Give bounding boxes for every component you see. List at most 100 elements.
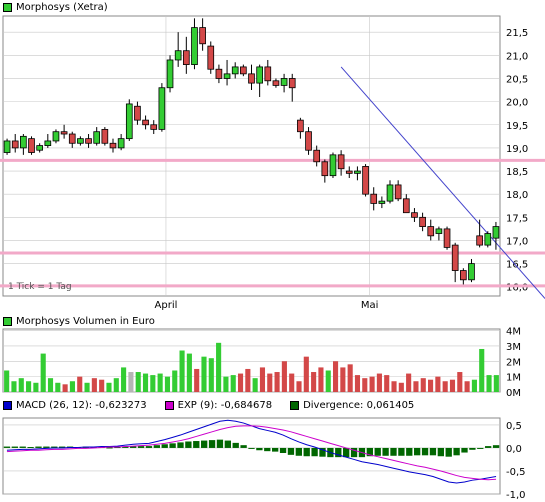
volume-bar [128, 372, 134, 392]
volume-bar [69, 381, 75, 392]
candle-body [378, 200, 386, 204]
candle-body [435, 228, 443, 234]
divergence-bar [485, 446, 492, 448]
divergence-bar [374, 447, 381, 456]
volume-y-tick-label: 3M [506, 342, 521, 353]
divergence-bar [350, 447, 358, 458]
candle-body [68, 133, 76, 144]
divergence-bar [27, 447, 34, 449]
candle-body [191, 27, 198, 65]
divergence-bar [287, 447, 295, 455]
divergence-bar [106, 447, 113, 449]
exp-legend-item: EXP (9): -0,684678 [164, 400, 272, 411]
divergence-bar [429, 447, 437, 456]
volume-legend-swatch [3, 317, 12, 326]
divergence-bar [59, 446, 66, 448]
candle-body [28, 138, 35, 153]
candle-body [427, 226, 435, 237]
volume-bar [340, 367, 346, 392]
macd-y-tick-label: 0,5 [506, 421, 522, 432]
candle-body [85, 138, 92, 144]
price-x-tick-label: April [155, 300, 178, 311]
price-legend-label: Morphosys (Xetra) [16, 2, 108, 13]
volume-bar [99, 379, 105, 392]
divergence-bar [421, 447, 429, 456]
macd-plot-frame [2, 417, 501, 495]
divergence-bar [122, 446, 129, 448]
volume-chart: 0M 1M 2M 3M 4M [2, 327, 521, 396]
price-y-tick-label: 17,5 [506, 213, 528, 224]
volume-bar [435, 376, 441, 392]
divergence-bar [437, 447, 444, 457]
volume-bar [55, 382, 61, 392]
volume-bar [113, 378, 119, 392]
divergence-bar [461, 447, 468, 453]
volume-bar [216, 342, 222, 392]
divergence-legend-swatch [290, 401, 300, 410]
divergence-bar [414, 447, 421, 456]
volume-bar [223, 376, 229, 392]
price-legend-swatch [3, 3, 12, 12]
candle-body [313, 149, 321, 163]
volume-bar [369, 376, 375, 392]
divergence-bar [153, 445, 160, 448]
candle-body [297, 119, 304, 133]
candle-body [3, 140, 11, 153]
divergence-bar [319, 447, 326, 457]
volume-bar [289, 373, 295, 392]
candle-body [199, 27, 206, 45]
volume-bar [201, 356, 207, 392]
volume-bar [413, 381, 419, 392]
volume-bar [84, 382, 90, 392]
volume-bar [318, 367, 324, 392]
divergence-bar [492, 445, 500, 448]
candle-body [52, 131, 60, 142]
volume-bar [4, 370, 10, 392]
volume-bar [26, 381, 32, 392]
divergence-bar [311, 447, 318, 457]
macd-y-tick-label: -0,5 [506, 467, 526, 478]
candle-body [451, 244, 459, 271]
volume-bar [347, 364, 353, 392]
volume-bar [391, 381, 397, 392]
divergence-legend-label: Divergence: 0,061405 [303, 400, 415, 411]
divergence-legend-item: Divergence: 0,061405 [290, 400, 414, 411]
volume-y-tick-label: 0M [506, 388, 521, 396]
volume-bar [259, 367, 266, 392]
volume-legend-label: Morphosys Volumen in Euro [16, 316, 155, 327]
divergence-bar [208, 440, 216, 448]
candle-body [20, 135, 27, 149]
candle-body [321, 161, 329, 177]
volume-bar [442, 381, 448, 392]
volume-bar [428, 379, 434, 392]
volume-bar [33, 382, 39, 392]
divergence-bar [224, 440, 231, 448]
price-y-tick-label: 18,0 [506, 190, 528, 201]
candle-body [394, 184, 402, 200]
candle-body [166, 59, 174, 89]
price-y-tick-label: 17,0 [506, 236, 528, 247]
candle-body [36, 145, 43, 151]
divergence-bar [390, 447, 397, 456]
candle-body [362, 166, 369, 195]
candle-body [240, 66, 247, 75]
candle-body [182, 50, 190, 65]
exp-legend-swatch [164, 401, 174, 410]
divergence-bar [335, 447, 342, 458]
divergence-bar [51, 446, 58, 448]
volume-bar [91, 378, 97, 392]
divergence-bar [453, 447, 460, 456]
volume-bar [486, 375, 492, 392]
volume-bar [398, 382, 404, 392]
volume-bar [471, 379, 477, 392]
divergence-bar [193, 441, 200, 448]
price-y-tick-label: 16,5 [506, 260, 528, 271]
price-y-tick-label: 19,0 [506, 144, 528, 155]
divergence-bar [114, 447, 121, 449]
volume-bar [420, 378, 426, 392]
price-y-tick-label: 21,5 [506, 28, 528, 39]
price-chart: 16,0 16,5 17,0 17,5 18,0 18,5 19,0 19,5 20,0 20,5… [0, 15, 545, 311]
volume-bar [208, 358, 214, 392]
divergence-bar [3, 446, 11, 448]
candle-body [248, 73, 255, 84]
